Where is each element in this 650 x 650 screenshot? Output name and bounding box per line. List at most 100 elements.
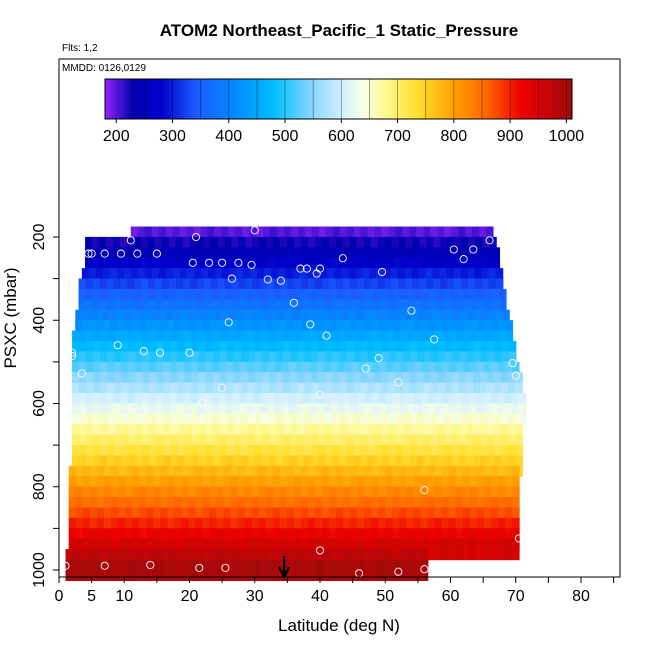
data-point bbox=[377, 267, 387, 277]
heatmap-cell bbox=[100, 559, 108, 581]
x-tick-label: 50 bbox=[376, 588, 394, 605]
heatmap-cell bbox=[121, 559, 129, 581]
heatmap-cell bbox=[65, 559, 74, 581]
data-point bbox=[218, 258, 227, 267]
y-axis: 200 400 600 800 1000 bbox=[31, 59, 60, 588]
data-point bbox=[250, 226, 259, 235]
heatmap-cell bbox=[225, 559, 234, 581]
x-axis-label: Latitude (deg N) bbox=[278, 616, 400, 635]
data-point bbox=[221, 563, 230, 572]
y-tick-label: 800 bbox=[31, 473, 48, 500]
colorbar-tick-label: 1000 bbox=[549, 128, 585, 145]
heatmap-cell bbox=[420, 559, 429, 581]
heatmap-cell bbox=[413, 559, 422, 581]
heatmap-cell bbox=[330, 559, 338, 581]
data-point bbox=[469, 245, 478, 254]
colorbar-tick-label: 700 bbox=[384, 128, 411, 145]
heatmap-cell bbox=[176, 559, 185, 581]
data-point bbox=[410, 405, 419, 414]
heatmap-cell bbox=[455, 538, 464, 561]
heatmap-cell bbox=[385, 559, 394, 581]
data-point bbox=[227, 274, 236, 283]
data-point bbox=[224, 318, 233, 327]
heatmap-cell bbox=[364, 559, 373, 581]
heatmap-cell bbox=[135, 559, 143, 581]
data-point bbox=[508, 359, 517, 368]
data-point bbox=[61, 561, 70, 570]
x-axis: 0 5 10 20 30 40 50 60 70 80 bbox=[55, 576, 620, 605]
data-point bbox=[296, 264, 305, 273]
heatmap-cell bbox=[204, 559, 213, 581]
heatmap-cell bbox=[169, 559, 178, 581]
data-point bbox=[67, 351, 77, 361]
y-tick-label: 1000 bbox=[31, 552, 48, 588]
heatmap-cell bbox=[183, 559, 192, 581]
chart-title: ATOM2 Northeast_Pacific_1 Static_Pressur… bbox=[160, 21, 518, 40]
y-tick-label: 400 bbox=[31, 307, 48, 334]
colorbar-gradient bbox=[104, 78, 573, 120]
x-tick-label: 80 bbox=[572, 588, 590, 605]
heatmap-cell bbox=[399, 559, 408, 581]
heatmap-cell bbox=[392, 559, 401, 581]
heatmap-cell bbox=[344, 559, 352, 581]
heatmap-cell bbox=[288, 559, 296, 581]
data-point bbox=[191, 232, 201, 242]
data-point bbox=[511, 371, 520, 380]
heatmap-cell bbox=[156, 559, 164, 581]
heatmap-cell bbox=[371, 559, 380, 581]
data-point bbox=[449, 245, 458, 254]
x-tick-label: 60 bbox=[442, 588, 460, 605]
heatmap-cell bbox=[93, 559, 101, 581]
colorbar-ticks: 200 300 400 500 600 700 800 900 1000 bbox=[103, 79, 584, 145]
heatmap-cell bbox=[323, 559, 331, 581]
heatmap-cell bbox=[163, 559, 171, 581]
heatmap-cell bbox=[316, 559, 324, 581]
heatmap-cell bbox=[79, 559, 88, 581]
heatmap-cell bbox=[72, 559, 81, 581]
data-point bbox=[113, 341, 122, 350]
data-point bbox=[459, 255, 468, 264]
data-point bbox=[185, 348, 194, 357]
x-tick-label: 30 bbox=[246, 588, 264, 605]
dates-label: MMDD: 0126,0129 bbox=[62, 63, 146, 74]
heatmap-cell bbox=[107, 559, 115, 581]
data-point bbox=[485, 236, 494, 245]
data-point bbox=[394, 378, 403, 387]
heatmap-cell bbox=[260, 559, 269, 581]
heatmap-cell bbox=[253, 559, 262, 581]
data-point bbox=[195, 563, 204, 572]
arrow-head bbox=[278, 566, 291, 580]
heatmap-cell bbox=[462, 538, 471, 561]
data-point bbox=[77, 369, 86, 378]
data-point bbox=[116, 249, 126, 258]
colorbar-tick-label: 300 bbox=[159, 128, 186, 145]
data-point bbox=[139, 347, 148, 356]
heatmap-cell bbox=[239, 559, 248, 581]
heatmap-row bbox=[65, 559, 429, 581]
heatmap-cell bbox=[337, 559, 345, 581]
observation-points bbox=[61, 226, 546, 578]
data-point bbox=[315, 264, 325, 273]
heatmap-cell bbox=[351, 559, 359, 581]
data-point bbox=[276, 276, 285, 285]
data-point bbox=[430, 335, 439, 344]
data-point bbox=[234, 258, 243, 267]
data-point bbox=[306, 320, 315, 329]
data-point bbox=[514, 534, 524, 543]
heatmap-cell bbox=[511, 538, 520, 561]
heatmap-cell bbox=[406, 559, 415, 581]
data-point bbox=[338, 254, 347, 263]
data-point bbox=[361, 364, 370, 373]
flights-label: Flts: 1,2 bbox=[62, 43, 98, 54]
data-point bbox=[302, 264, 311, 273]
data-point bbox=[374, 354, 383, 363]
data-point bbox=[289, 298, 298, 307]
data-point bbox=[87, 249, 96, 258]
x-tick-label: 20 bbox=[181, 588, 199, 605]
heatmap-cell bbox=[267, 559, 276, 581]
x-tick-label: 40 bbox=[311, 588, 329, 605]
colorbar-tick-label: 800 bbox=[440, 128, 467, 145]
heatmap-cell bbox=[190, 559, 199, 581]
heatmap-bins bbox=[65, 226, 527, 581]
